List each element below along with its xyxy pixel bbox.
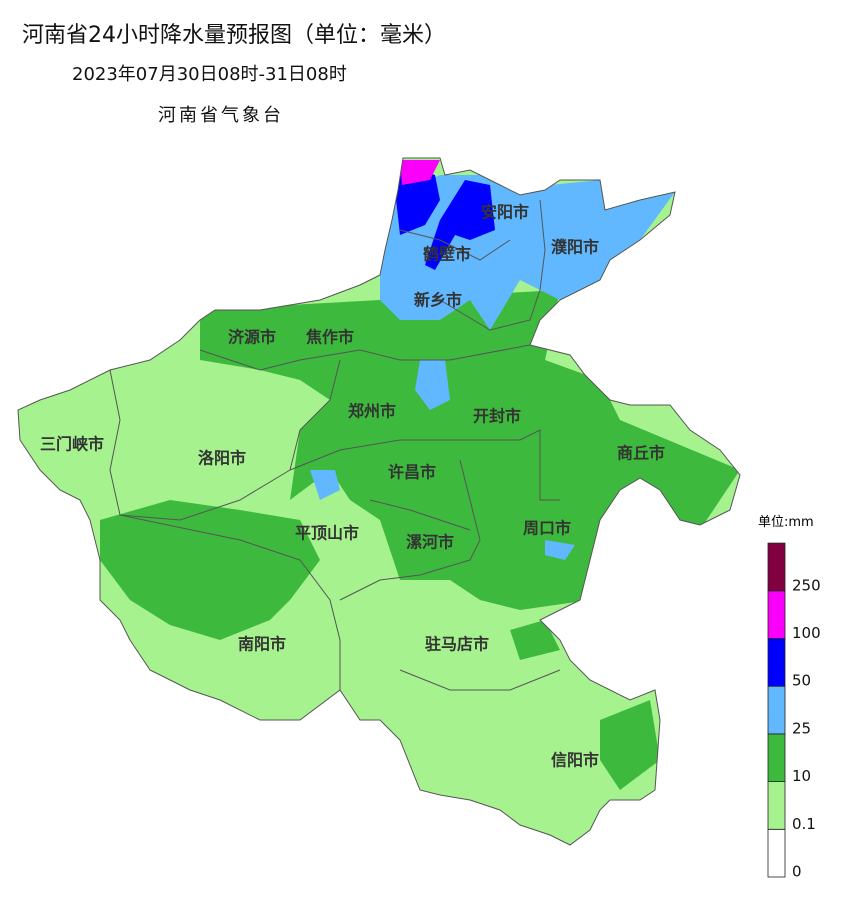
city-border — [119, 514, 341, 690]
city-label: 济源市 — [228, 328, 276, 347]
legend-tick-label: 25 — [792, 719, 811, 737]
city-label: 平顶山市 — [295, 524, 359, 543]
map-period: 2023年07月30日08时-31日08时 — [72, 64, 347, 85]
city-label: 开封市 — [473, 407, 521, 426]
city-label: 许昌市 — [388, 463, 436, 482]
rain-area — [510, 620, 560, 660]
legend-tick-label: 10 — [792, 767, 811, 785]
city-label: 三门峡市 — [40, 435, 104, 454]
rain-area — [310, 470, 340, 500]
legend-tick-label: 250 — [792, 576, 821, 594]
city-border — [199, 344, 531, 371]
legend-swatch — [767, 733, 786, 783]
rain-area — [425, 180, 495, 270]
legend-swatch — [767, 781, 786, 830]
rain-area — [200, 290, 740, 610]
city-label: 南阳市 — [238, 635, 286, 654]
city-border — [289, 359, 341, 471]
city-label: 信阳市 — [551, 751, 599, 770]
legend-swatch — [767, 638, 786, 687]
legend-swatch — [767, 590, 786, 639]
legend: 单位:mm 0 0.1 10 25 50 100 250 — [758, 515, 821, 881]
city-label: 濮阳市 — [551, 238, 599, 257]
issuer: 河南省气象台 — [158, 105, 284, 126]
legend-tick-label: 0.1 — [792, 815, 816, 833]
legend-tick-label: 100 — [792, 624, 821, 642]
city-label: 漯河市 — [406, 533, 454, 552]
city-border — [369, 499, 471, 531]
rain-area — [400, 160, 440, 185]
legend-swatch — [767, 542, 786, 592]
city-border — [399, 669, 561, 691]
legend-tick-label: 50 — [792, 672, 811, 690]
city-label: 新乡市 — [414, 291, 462, 310]
city-label: 周口市 — [523, 519, 571, 538]
legend-swatch — [767, 685, 786, 735]
rain-area — [390, 480, 500, 570]
city-border — [289, 429, 560, 501]
city-border — [439, 199, 546, 331]
city-label: 鹤壁市 — [423, 245, 471, 264]
city-label: 驻马店市 — [425, 635, 489, 654]
rain-area — [100, 500, 320, 640]
legend-unit: 单位:mm — [758, 515, 814, 530]
rain-area — [415, 360, 450, 410]
province-border — [17, 157, 741, 846]
legend-swatch — [767, 828, 786, 878]
rain-area — [545, 540, 575, 560]
map-title: 河南省24小时降水量预报图（单位：毫米） — [22, 23, 446, 48]
city-border — [399, 229, 511, 261]
rain-area — [600, 700, 660, 790]
city-label: 商丘市 — [617, 444, 665, 463]
city-label: 洛阳市 — [198, 449, 246, 468]
city-border — [339, 459, 481, 601]
city-label: 安阳市 — [481, 203, 529, 222]
city-label: 郑州市 — [348, 402, 396, 421]
city-borders — [109, 199, 561, 691]
legend-tick-label: 0 — [792, 863, 802, 881]
city-label: 焦作市 — [305, 328, 354, 347]
